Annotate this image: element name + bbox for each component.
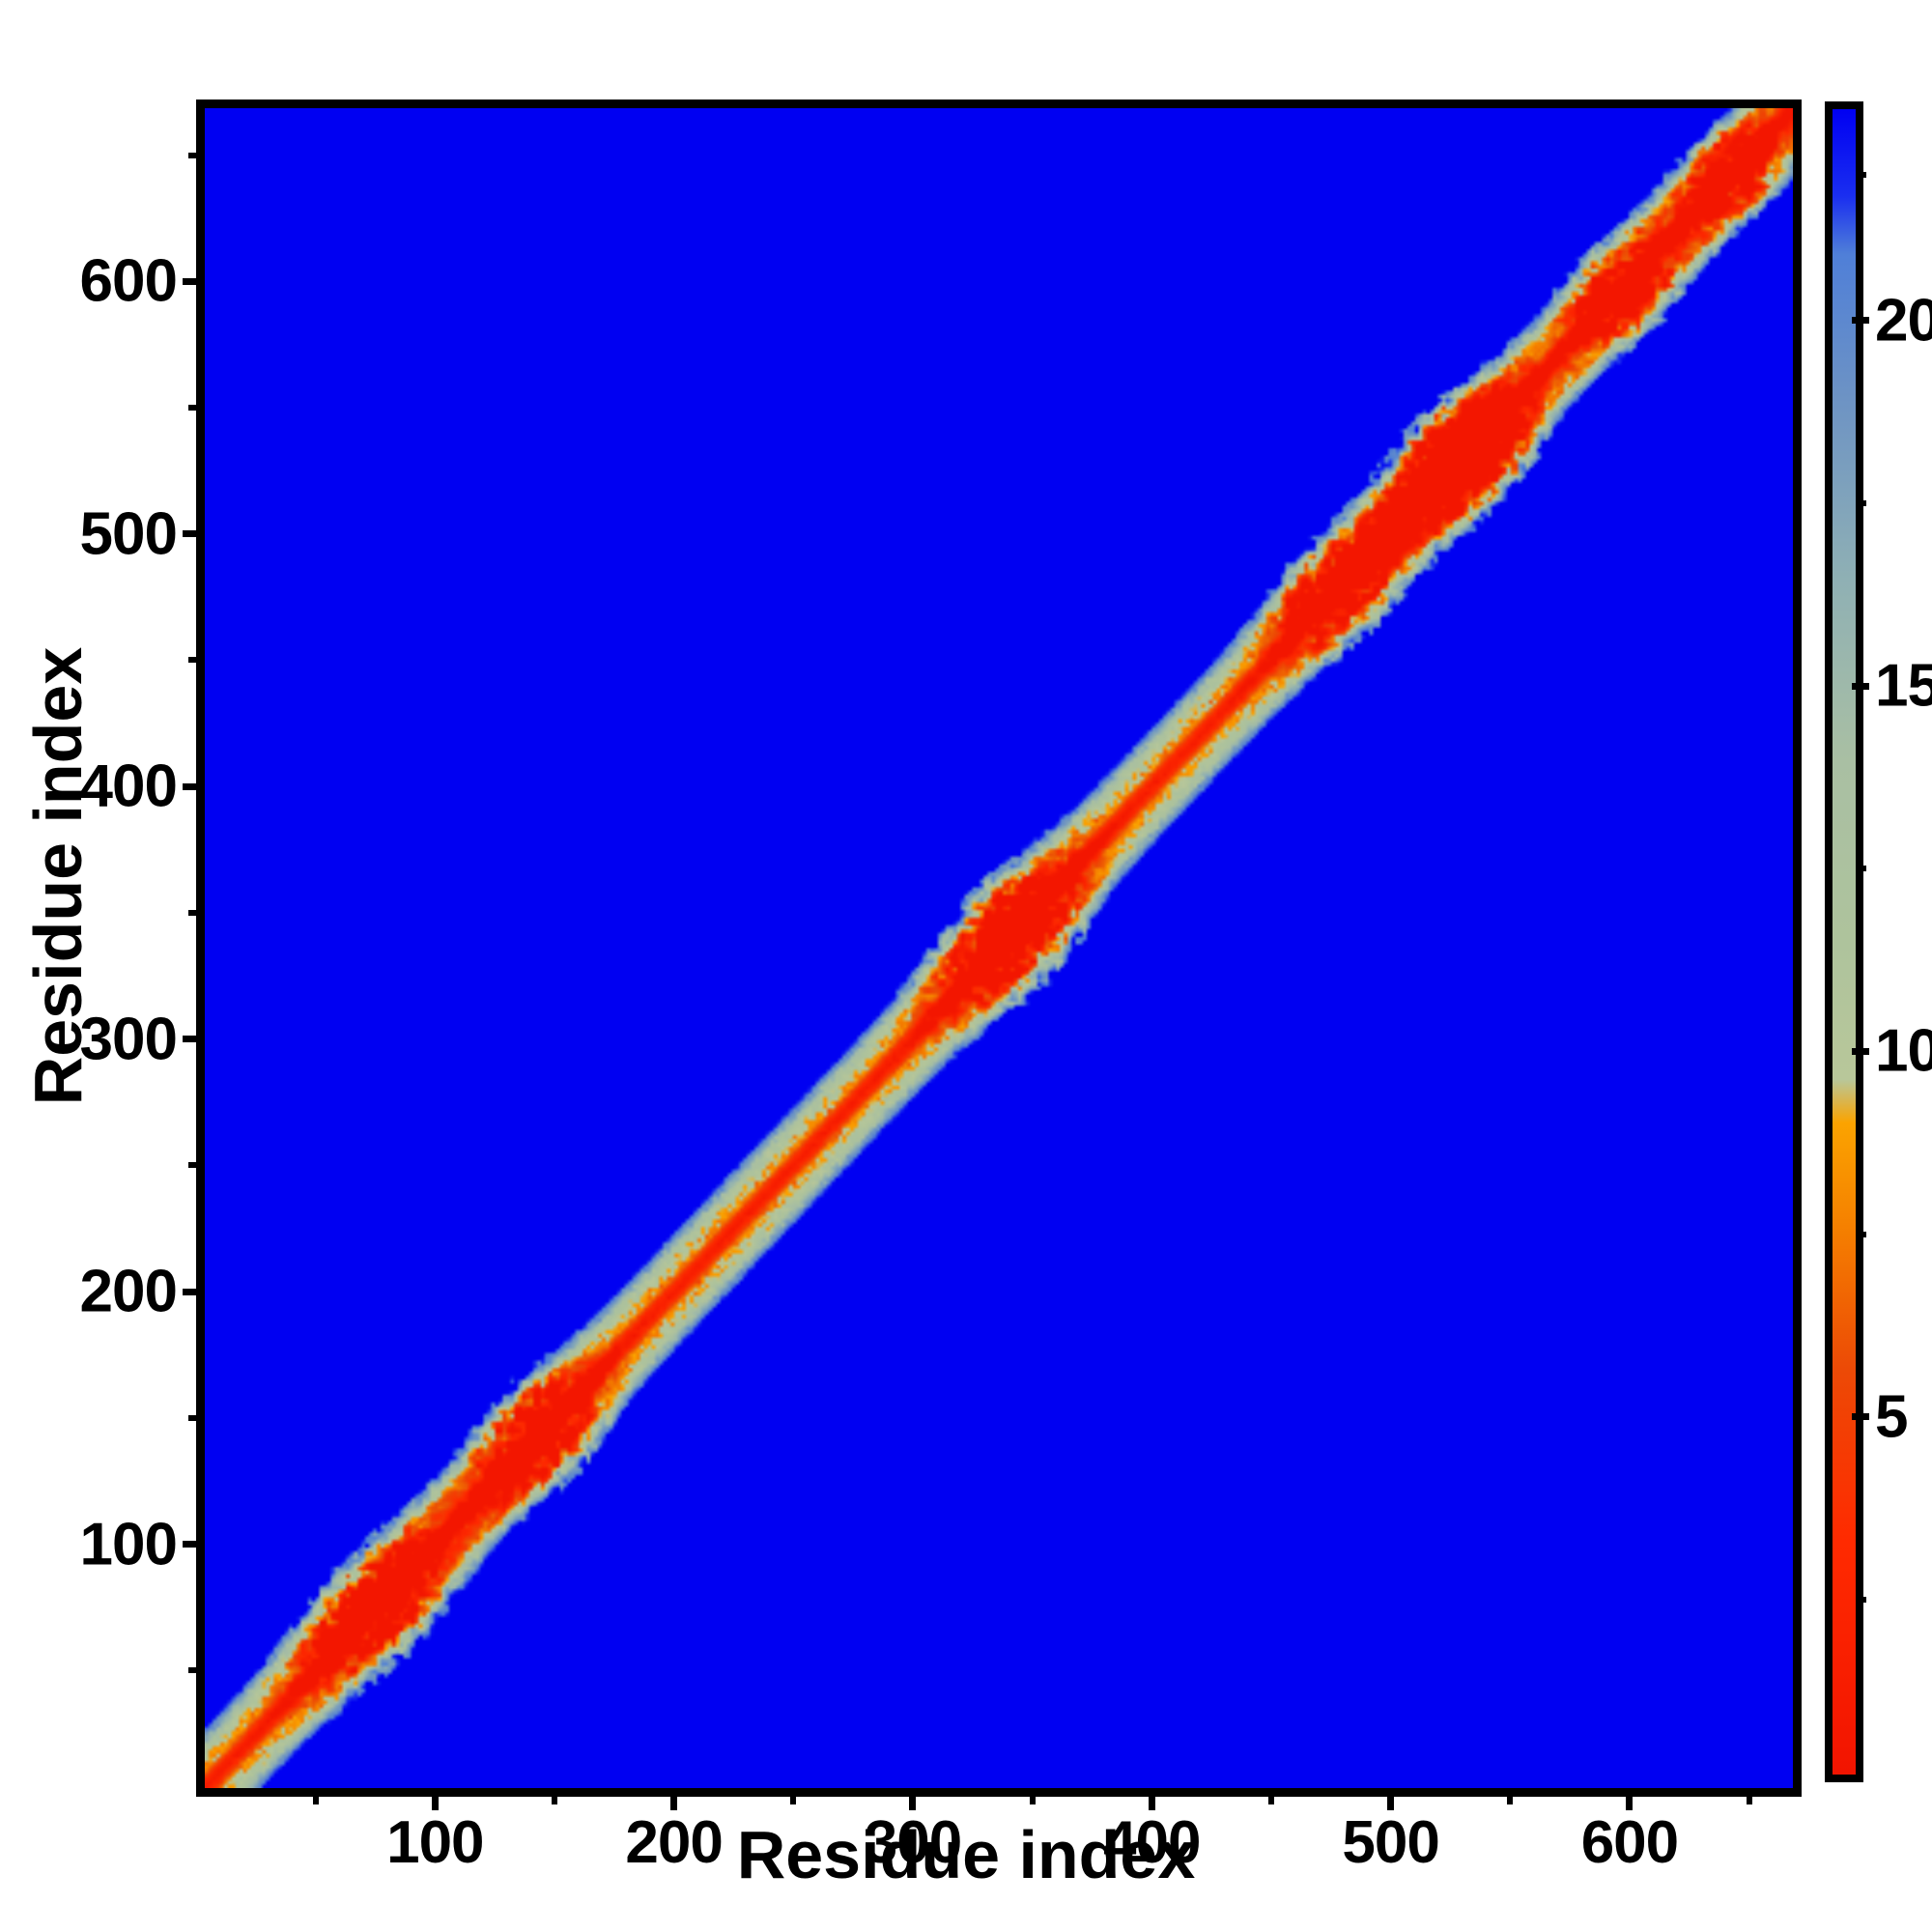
x-minor-tick (551, 1793, 557, 1804)
y-minor-tick (188, 404, 200, 411)
x-major-tick (1387, 1791, 1395, 1810)
y-tick-label: 600 (79, 247, 178, 315)
y-minor-tick (188, 1414, 200, 1421)
colorbar-minor-tick (1856, 500, 1866, 507)
y-tick-label: 500 (79, 500, 178, 568)
x-minor-tick (1029, 1793, 1036, 1804)
x-major-tick (909, 1791, 917, 1810)
x-minor-tick (1267, 1793, 1274, 1804)
y-tick-label: 400 (79, 753, 178, 820)
x-tick-label: 400 (1103, 1809, 1201, 1876)
x-axis-label: Residue index (736, 1817, 1196, 1892)
y-minor-tick (188, 1667, 200, 1674)
colorbar-major-tick (1852, 1413, 1869, 1421)
colorbar-minor-tick (1856, 866, 1866, 872)
y-minor-tick (188, 657, 200, 664)
x-tick-label: 200 (625, 1809, 723, 1876)
colorbar-tick-label: 5 (1875, 1383, 1908, 1451)
x-major-tick (670, 1791, 678, 1810)
x-tick-label: 500 (1342, 1809, 1439, 1876)
x-tick-label: 300 (864, 1809, 962, 1876)
colorbar-tick-label: 20 (1875, 287, 1932, 355)
x-minor-tick (312, 1793, 319, 1804)
heatmap-plot-area (196, 99, 1802, 1797)
colorbar-gradient (1833, 109, 1856, 1775)
y-major-tick (183, 1288, 202, 1295)
x-tick-label: 100 (386, 1809, 484, 1876)
colorbar-minor-tick (1856, 171, 1866, 178)
y-tick-label: 300 (79, 1006, 178, 1073)
y-minor-tick (188, 909, 200, 916)
colorbar-minor-tick (1856, 1231, 1866, 1237)
colorbar-tick-label: 15 (1875, 652, 1932, 720)
y-major-tick (183, 530, 202, 538)
y-major-tick (183, 1541, 202, 1548)
colorbar-major-tick (1852, 1047, 1869, 1055)
y-axis-label-wrapper: Residue index (14, 393, 101, 1359)
y-tick-label: 100 (79, 1511, 178, 1578)
x-major-tick (431, 1791, 439, 1810)
x-minor-tick (790, 1793, 797, 1804)
x-major-tick (1626, 1791, 1634, 1810)
heatmap-canvas (205, 108, 1793, 1788)
colorbar-major-tick (1852, 317, 1869, 325)
y-major-tick (183, 277, 202, 285)
x-tick-label: 600 (1580, 1809, 1679, 1876)
colorbar-tick-label: 10 (1875, 1017, 1932, 1085)
y-tick-label: 200 (79, 1258, 178, 1325)
y-minor-tick (188, 1162, 200, 1169)
y-minor-tick (188, 152, 200, 158)
colorbar-major-tick (1852, 682, 1869, 690)
y-major-tick (183, 1036, 202, 1043)
y-major-tick (183, 782, 202, 790)
x-minor-tick (1746, 1793, 1752, 1804)
x-major-tick (1148, 1791, 1155, 1810)
x-minor-tick (1507, 1793, 1514, 1804)
colorbar-minor-tick (1856, 1596, 1866, 1603)
colorbar (1825, 101, 1863, 1782)
y-axis-label: Residue index (20, 646, 96, 1106)
